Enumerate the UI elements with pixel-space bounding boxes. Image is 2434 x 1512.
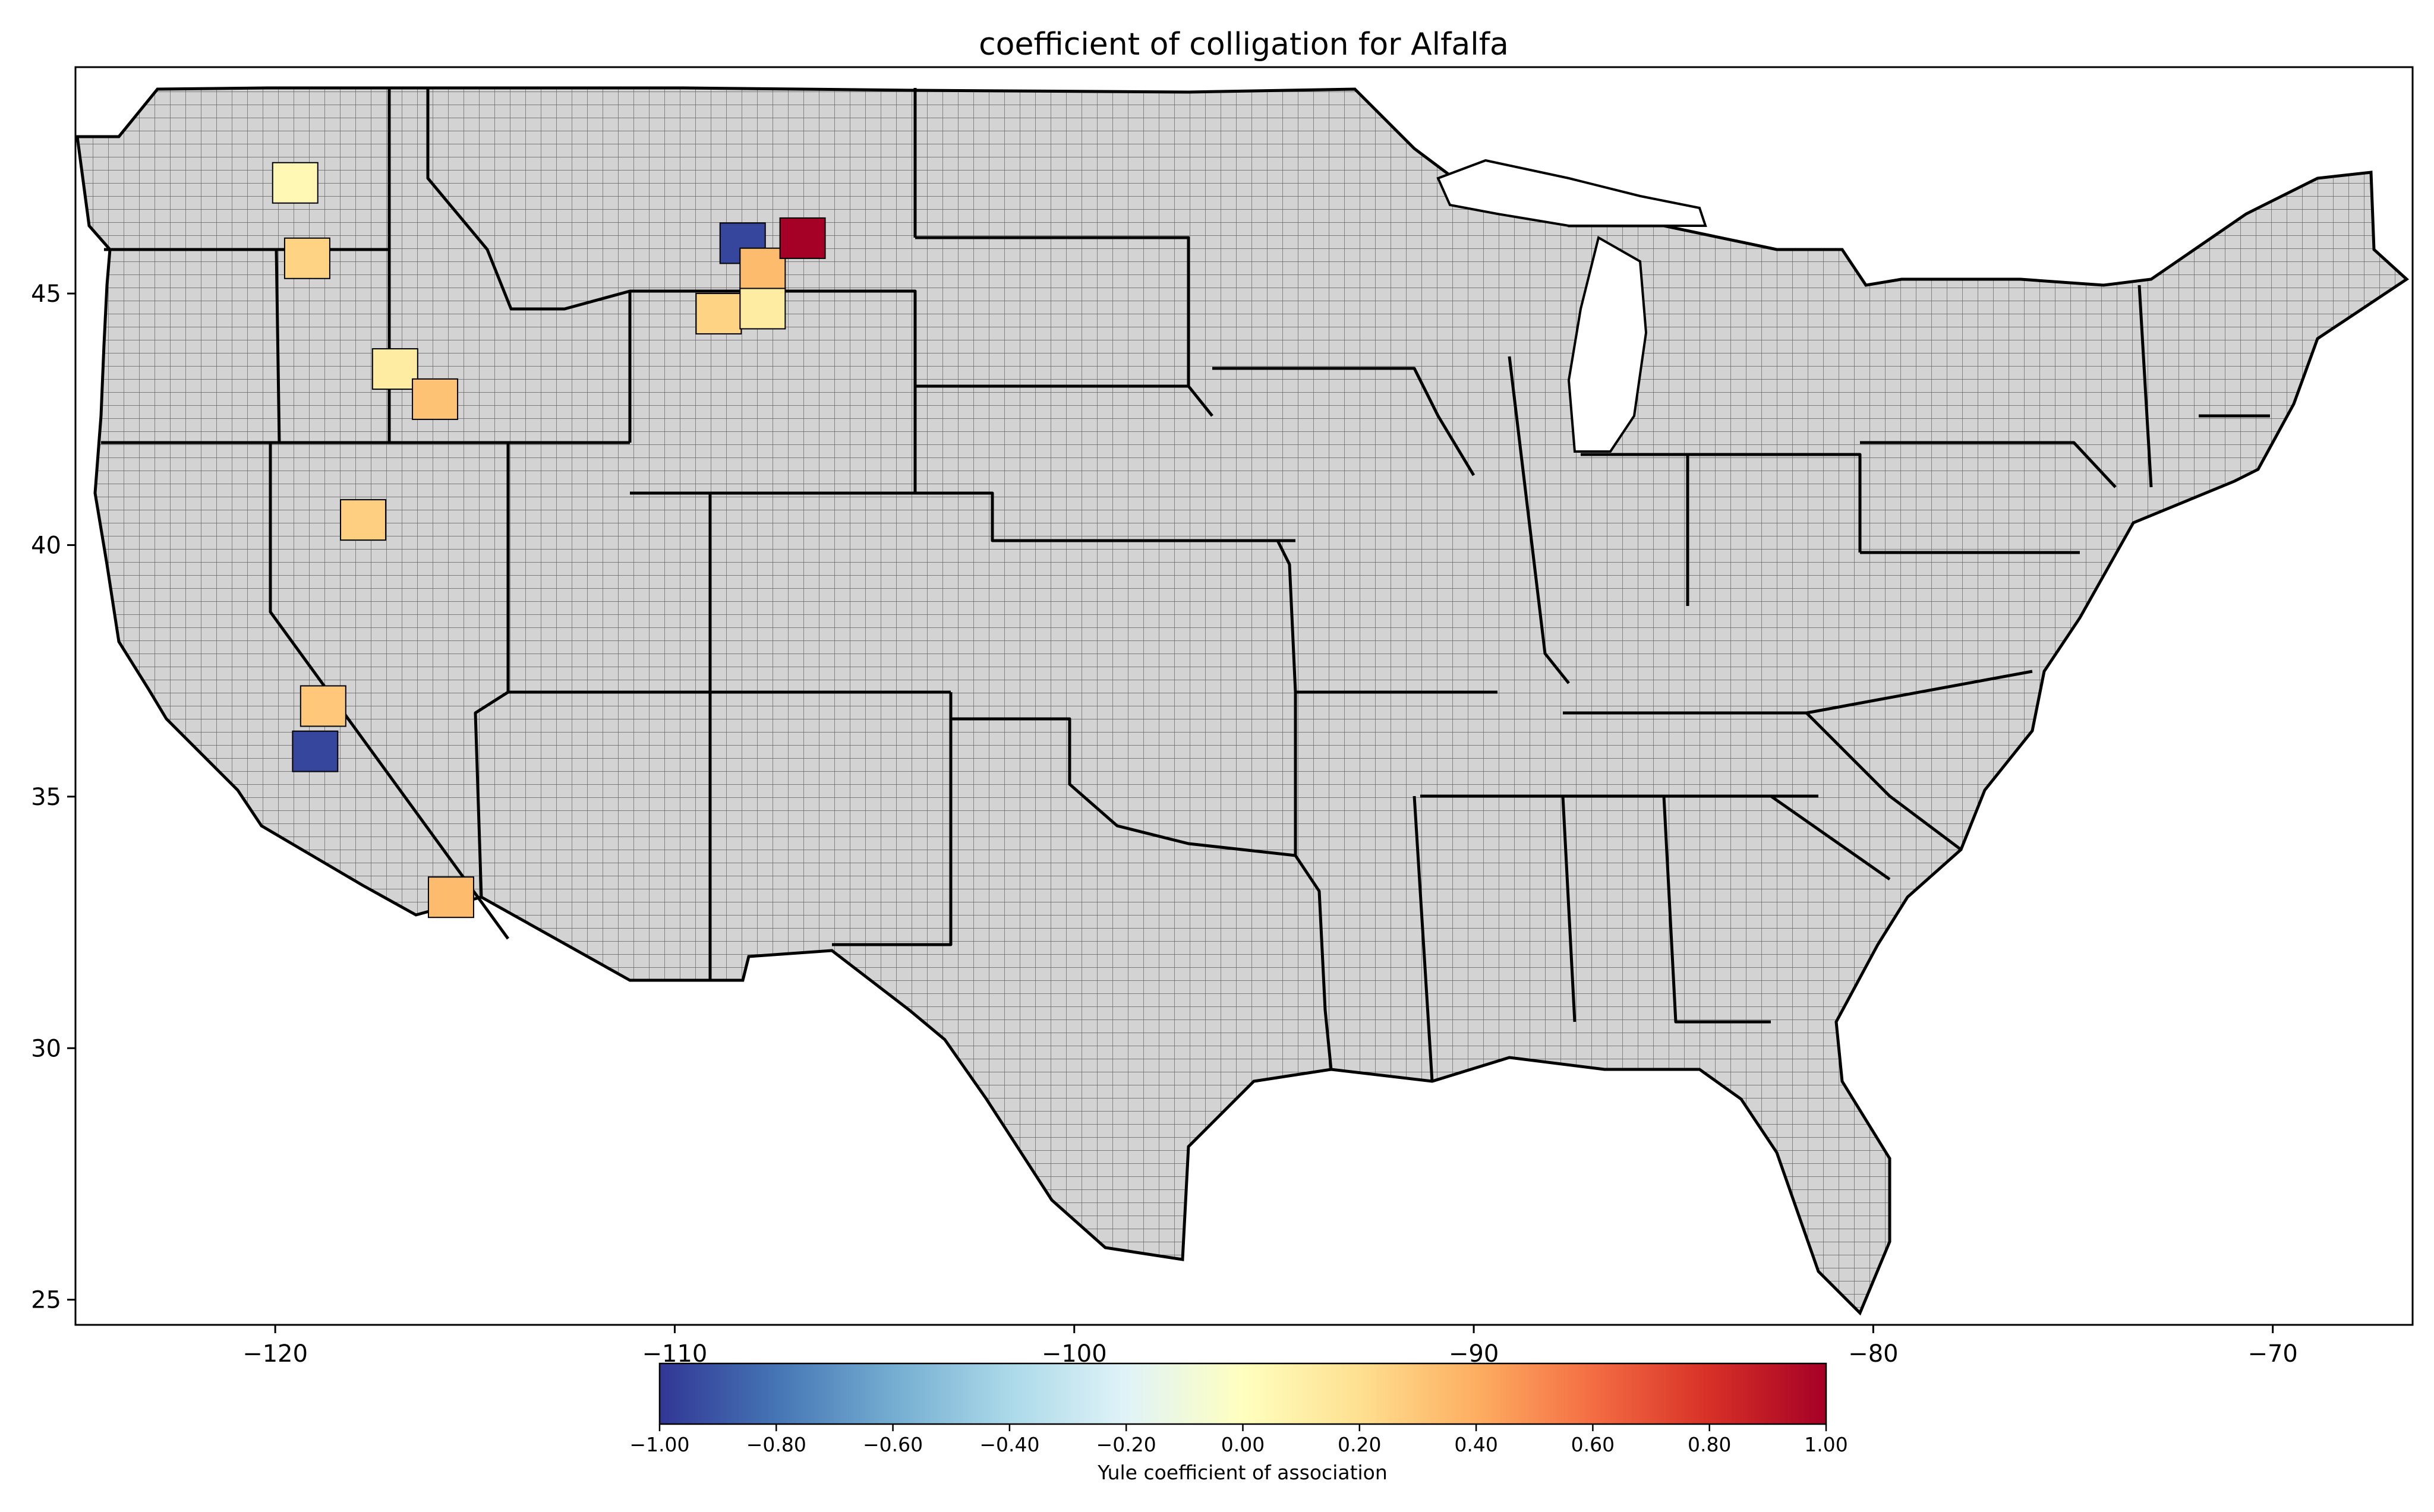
y-axis: 25 30 35 40 45 (31, 280, 75, 1314)
county-highlight[interactable] (371, 348, 418, 390)
colorbar-tick-label: 1.00 (1804, 1433, 1847, 1456)
colorbar-tick-label: 0.80 (1688, 1433, 1731, 1456)
y-tick-label: 40 (31, 532, 61, 559)
county-highlight[interactable] (695, 292, 742, 334)
county-highlight[interactable] (739, 247, 786, 289)
county-highlight[interactable] (283, 237, 330, 279)
x-tick-label: −70 (2247, 1340, 2297, 1368)
us-map (75, 86, 2410, 1316)
x-tick-label: −80 (1848, 1340, 1898, 1368)
y-tick-label: 35 (31, 784, 61, 811)
colorbar-tick-label: −0.80 (746, 1433, 806, 1456)
colorbar-gradient (658, 1362, 1827, 1425)
county-highlight[interactable] (427, 876, 474, 918)
highlighted-counties (272, 162, 826, 918)
map-title: coefficient of colligation for Alfalfa (979, 27, 1509, 62)
county-highlight[interactable] (272, 162, 319, 204)
colorbar-tick-label: 0.60 (1571, 1433, 1615, 1456)
colorbar-tick-label: 0.20 (1338, 1433, 1381, 1456)
county-highlight[interactable] (412, 378, 459, 420)
colorbar-tick-label: −0.40 (979, 1433, 1039, 1456)
y-tick-label: 25 (31, 1287, 61, 1314)
x-axis: −120 −110 −100 −90 −80 −70 (242, 1325, 2298, 1368)
county-highlight[interactable] (739, 288, 786, 330)
great-lakes (1567, 235, 1648, 453)
county-highlight[interactable] (340, 499, 387, 541)
county-highlight[interactable] (292, 730, 339, 772)
colorbar-label: Yule coefficient of association (1097, 1461, 1388, 1484)
county-highlight[interactable] (779, 217, 826, 259)
colorbar-tick-label: 0.00 (1221, 1433, 1265, 1456)
lake-superior (1436, 159, 1707, 227)
colorbar-tick-label: −0.20 (1096, 1433, 1156, 1456)
y-tick-label: 45 (31, 280, 61, 308)
county-boundaries (77, 88, 2407, 1313)
colorbar-ticks: −1.00 −0.80 −0.60 −0.40 −0.20 0.00 0.20 0.40 0.6… (629, 1424, 1848, 1456)
colorbar-tick-label: 0.40 (1454, 1433, 1497, 1456)
colorbar: −1.00 −0.80 −0.60 −0.40 −0.20 0.00 0.20 0.40 0.6… (629, 1362, 1848, 1484)
y-tick-label: 30 (31, 1035, 61, 1062)
plot-frame (74, 66, 2414, 1326)
county-highlight[interactable] (299, 685, 346, 727)
colorbar-tick-label: −0.60 (863, 1433, 923, 1456)
colorbar-tick-label: −1.00 (629, 1433, 689, 1456)
state-borders (101, 88, 2270, 1082)
x-tick-label: −120 (242, 1340, 308, 1368)
